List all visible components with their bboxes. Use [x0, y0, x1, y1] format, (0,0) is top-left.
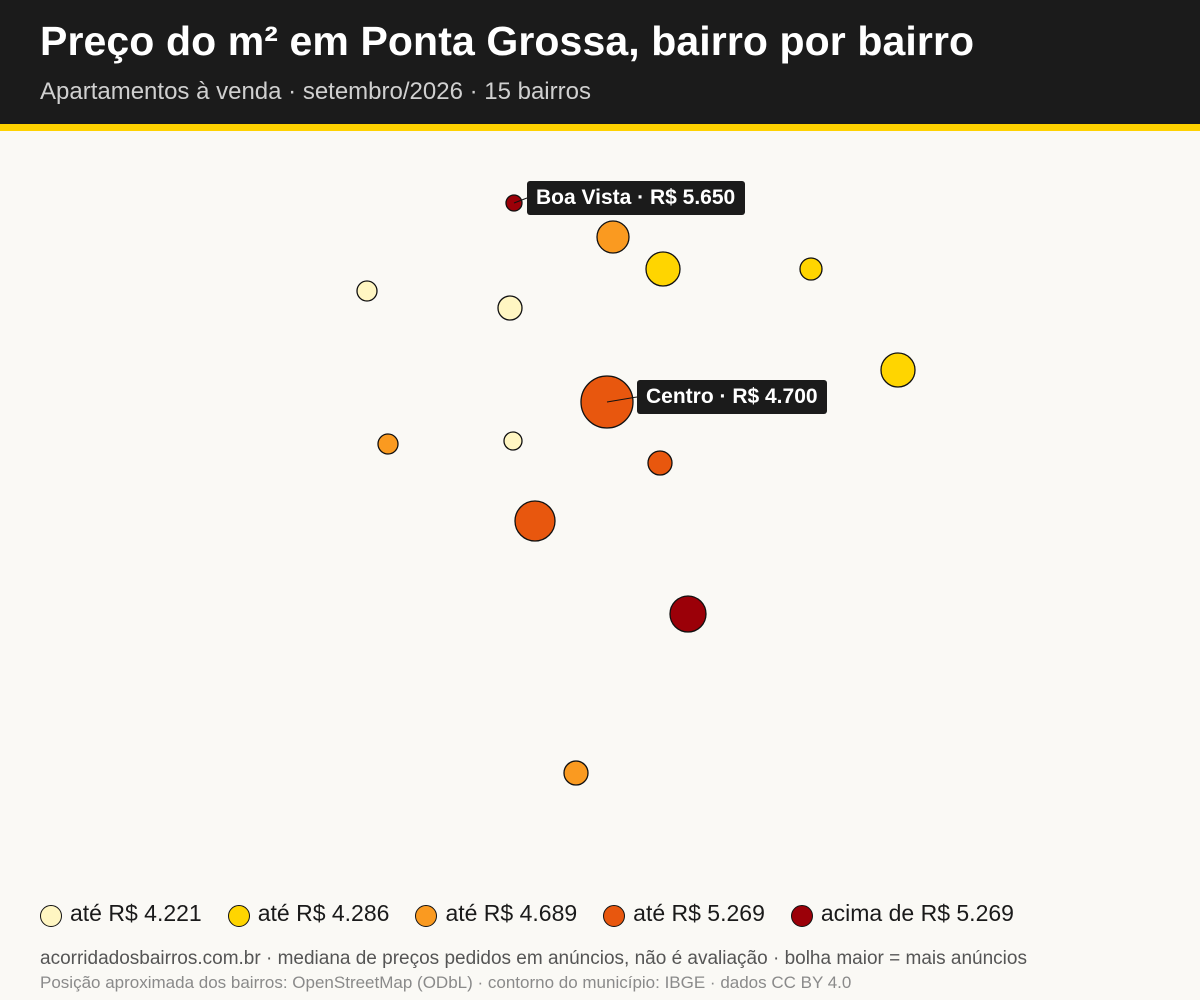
callout-label: Centro · R$ 4.700 — [646, 385, 818, 408]
legend-label: acima de R$ 5.269 — [820, 899, 1014, 926]
neighborhood-bubble — [669, 595, 707, 633]
neighborhood-bubble — [356, 280, 378, 302]
page-subtitle: Apartamentos à venda · setembro/2026 · 1… — [40, 78, 591, 105]
neighborhood-bubble — [497, 295, 523, 321]
neighborhood-bubble — [880, 352, 916, 388]
legend-item: até R$ 4.689 — [415, 899, 577, 927]
footer-source-note: acorridadosbairros.com.br · mediana de p… — [40, 948, 1027, 969]
neighborhood-bubble — [647, 450, 673, 476]
callout-box — [527, 181, 745, 215]
neighborhood-bubble — [514, 500, 556, 542]
neighborhood-bubble — [503, 431, 523, 451]
neighborhood-bubble — [563, 760, 589, 786]
legend-label: até R$ 4.286 — [257, 899, 390, 926]
bubble-map: Boa Vista · R$ 5.650 Centro · R$ 4.700 — [0, 131, 1200, 891]
legend-swatch-icon — [40, 905, 62, 927]
legend-swatch-icon — [227, 905, 250, 927]
footer-attribution: Posição aproximada dos bairros: OpenStre… — [40, 973, 852, 992]
legend-label: até R$ 4.689 — [445, 899, 578, 926]
legend-item: acima de R$ 5.269 — [790, 899, 1014, 927]
legend-swatch-icon — [603, 905, 626, 927]
legend-swatch-icon — [790, 905, 813, 927]
legend-item: até R$ 5.269 — [603, 899, 765, 927]
legend-label: até R$ 4.221 — [70, 899, 202, 926]
callout-leader-line — [606, 396, 638, 403]
legend: até R$ 4.221 até R$ 4.286 até R$ 4.689 a… — [40, 896, 1040, 930]
map-callout: Centro · R$ 4.700 — [606, 380, 827, 414]
neighborhood-bubble — [799, 257, 823, 281]
callout-leader-line — [513, 197, 528, 204]
map-canvas: Boa Vista · R$ 5.650 Centro · R$ 4.700 — [356, 181, 916, 786]
page-title: Preço do m² em Ponta Grossa, bairro por … — [40, 18, 975, 64]
legend-swatch-icon — [415, 905, 438, 927]
neighborhood-bubble — [645, 251, 681, 287]
legend-item: até R$ 4.221 — [40, 899, 202, 927]
callout-label: Boa Vista · R$ 5.650 — [536, 186, 735, 209]
neighborhood-bubble — [596, 220, 630, 254]
neighborhood-bubble — [377, 433, 399, 455]
legend-item: até R$ 4.286 — [227, 899, 390, 927]
legend-label: até R$ 5.269 — [633, 899, 765, 926]
header-bar: Preço do m² em Ponta Grossa, bairro por … — [0, 0, 1200, 131]
callout-box — [637, 380, 827, 414]
map-callout: Boa Vista · R$ 5.650 — [513, 181, 745, 215]
